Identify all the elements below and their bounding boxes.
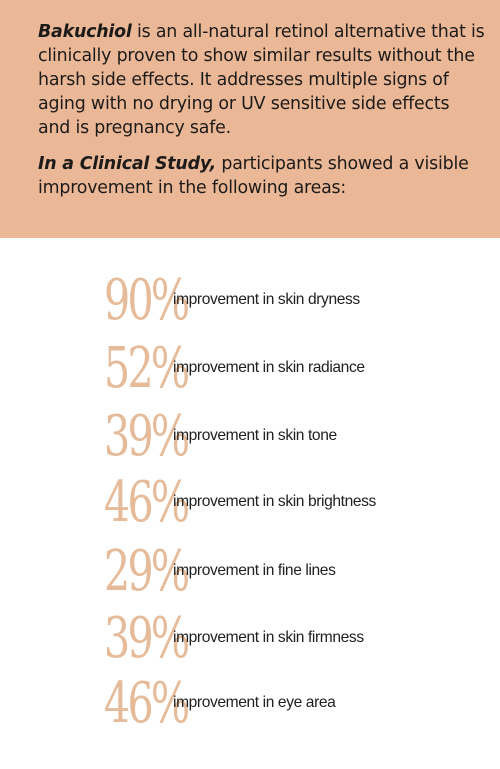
result-row-skin-tone: 39% improvement in skin tone xyxy=(0,401,500,473)
result-percent: 29% xyxy=(103,539,190,604)
result-percent: 52% xyxy=(103,336,190,401)
study-lead: In a Clinical Study, xyxy=(38,154,217,174)
study-description: participants showed a visible improvemen… xyxy=(38,154,469,198)
result-row-skin-brightness: 46% improvement in skin brightness xyxy=(0,467,500,539)
result-percent: 39% xyxy=(103,606,190,671)
result-label: improvement in skin firmness xyxy=(173,629,364,646)
result-row-fine-lines: 29% improvement in fine lines xyxy=(0,536,500,608)
result-row-skin-firmness: 39% improvement in skin firmness xyxy=(0,603,500,675)
result-label: improvement in skin radiance xyxy=(173,359,365,376)
result-label: improvement in skin tone xyxy=(173,427,337,444)
result-label: improvement in skin dryness xyxy=(173,291,360,308)
result-percent: 46% xyxy=(103,470,190,535)
result-row-skin-radiance: 52% improvement in skin radiance xyxy=(0,333,500,405)
study-paragraph: In a Clinical Study, participants showed… xyxy=(38,152,486,200)
intro-panel: Bakuchiol is an all-natural retinol alte… xyxy=(0,0,500,238)
result-row-eye-area: 46% improvement in eye area xyxy=(0,668,500,740)
result-label: improvement in eye area xyxy=(173,694,336,711)
result-label: improvement in fine lines xyxy=(173,562,336,579)
result-row-skin-dryness: 90% improvement in skin dryness xyxy=(0,265,500,337)
brand-description: is an all-natural retinol alternative th… xyxy=(38,22,485,138)
result-percent: 90% xyxy=(103,268,190,333)
result-percent: 39% xyxy=(103,404,190,469)
result-percent: 46% xyxy=(103,671,190,736)
result-label: improvement in skin brightness xyxy=(173,493,376,510)
brand-name: Bakuchiol xyxy=(38,22,132,42)
intro-paragraph: Bakuchiol is an all-natural retinol alte… xyxy=(38,20,486,140)
